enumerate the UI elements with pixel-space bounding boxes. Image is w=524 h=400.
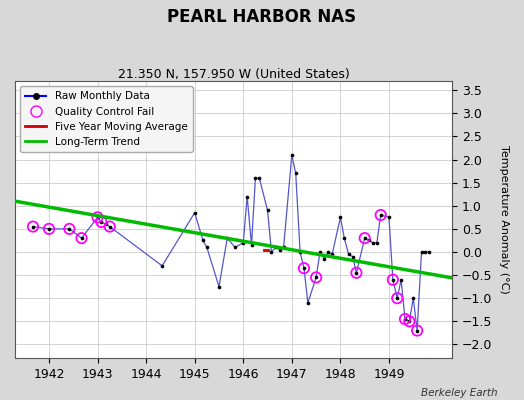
- Point: [364, 237, 373, 244]
- Point: [203, 244, 211, 250]
- Point: [405, 318, 413, 324]
- Point: [393, 295, 401, 302]
- Point: [405, 318, 413, 324]
- Point: [361, 235, 369, 241]
- Point: [397, 276, 405, 283]
- Point: [401, 316, 409, 322]
- Text: Berkeley Earth: Berkeley Earth: [421, 388, 498, 398]
- Point: [267, 249, 276, 255]
- Point: [344, 251, 353, 258]
- Point: [389, 276, 397, 283]
- Point: [65, 226, 73, 232]
- Point: [300, 265, 308, 271]
- Point: [296, 249, 304, 255]
- Point: [243, 193, 252, 200]
- Point: [377, 212, 385, 218]
- Point: [78, 235, 86, 241]
- Point: [223, 235, 232, 241]
- Point: [304, 300, 312, 306]
- Point: [288, 152, 296, 158]
- Point: [393, 295, 401, 302]
- Point: [45, 226, 53, 232]
- Point: [425, 249, 433, 255]
- Point: [105, 223, 114, 230]
- Point: [417, 249, 425, 255]
- Point: [255, 175, 264, 181]
- Point: [102, 221, 110, 228]
- Point: [328, 251, 336, 258]
- Point: [239, 240, 247, 246]
- Point: [276, 246, 284, 253]
- Point: [247, 242, 256, 248]
- Point: [291, 170, 300, 177]
- Point: [352, 270, 361, 276]
- Point: [312, 274, 320, 281]
- Point: [93, 214, 102, 220]
- Point: [385, 214, 393, 220]
- Point: [93, 214, 102, 220]
- Point: [199, 237, 207, 244]
- Point: [158, 263, 166, 269]
- Point: [336, 214, 345, 220]
- Point: [97, 219, 106, 225]
- Point: [352, 270, 361, 276]
- Point: [361, 235, 369, 241]
- Point: [78, 235, 86, 241]
- Point: [413, 327, 421, 334]
- Point: [29, 223, 37, 230]
- Point: [279, 244, 288, 250]
- Point: [316, 249, 324, 255]
- Point: [264, 207, 272, 214]
- Point: [231, 244, 239, 250]
- Point: [401, 316, 409, 322]
- Y-axis label: Temperature Anomaly (°C): Temperature Anomaly (°C): [499, 145, 509, 294]
- Point: [389, 276, 397, 283]
- Point: [373, 240, 381, 246]
- Title: 21.350 N, 157.950 W (United States): 21.350 N, 157.950 W (United States): [118, 68, 350, 81]
- Point: [29, 223, 37, 230]
- Point: [191, 210, 199, 216]
- Point: [97, 219, 106, 225]
- Point: [105, 223, 114, 230]
- Point: [409, 295, 418, 302]
- Point: [65, 226, 73, 232]
- Point: [340, 235, 348, 241]
- Point: [320, 256, 329, 262]
- Point: [421, 249, 430, 255]
- Text: PEARL HARBOR NAS: PEARL HARBOR NAS: [168, 8, 356, 26]
- Point: [348, 254, 357, 260]
- Point: [251, 175, 259, 181]
- Point: [377, 212, 385, 218]
- Point: [45, 226, 53, 232]
- Point: [369, 240, 377, 246]
- Point: [312, 274, 320, 281]
- Point: [413, 327, 421, 334]
- Point: [215, 284, 223, 290]
- Legend: Raw Monthly Data, Quality Control Fail, Five Year Moving Average, Long-Term Tren: Raw Monthly Data, Quality Control Fail, …: [20, 86, 192, 152]
- Point: [271, 244, 280, 250]
- Point: [300, 265, 308, 271]
- Point: [324, 249, 332, 255]
